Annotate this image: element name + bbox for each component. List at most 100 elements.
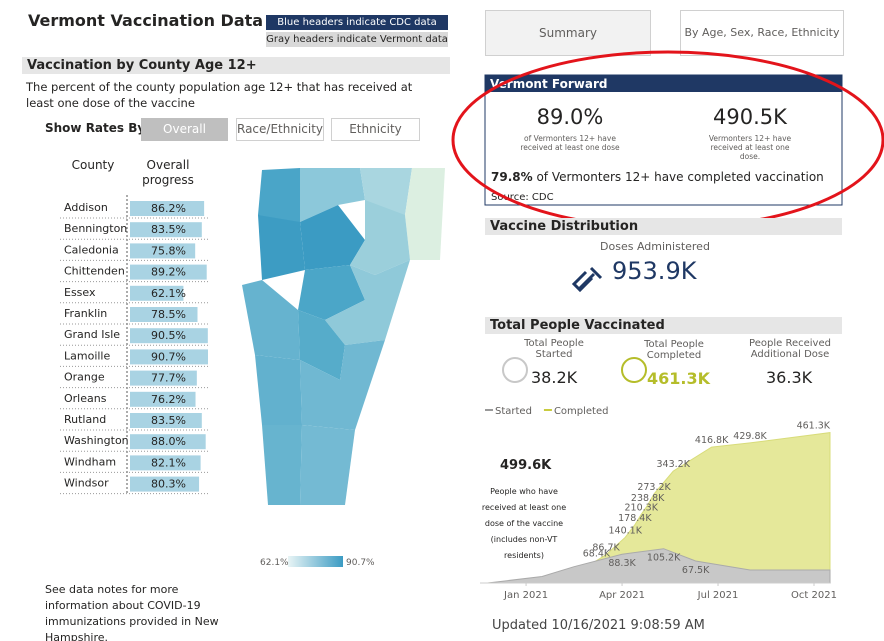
progress-bar: [130, 285, 184, 301]
card-label: People Received Additional Dose: [749, 338, 831, 360]
card-value: 38.2K: [531, 368, 578, 387]
people-icon: [621, 357, 647, 383]
card-value: 461.3K: [647, 369, 711, 388]
section-header: Vaccine Distribution: [485, 218, 842, 235]
map-region: [325, 260, 410, 345]
data-label: 178.4K: [618, 513, 652, 524]
page-title: Vermont Vaccination Data: [28, 11, 264, 30]
data-label: 429.8K: [733, 431, 767, 442]
progress-label: 78.5%: [151, 308, 186, 321]
county-name: Windham: [64, 455, 116, 468]
vf-completed-text: of Vermonters 12+ have completed vaccina…: [536, 170, 823, 184]
data-label: 67.5K: [682, 565, 710, 576]
progress-label: 76.2%: [151, 393, 186, 406]
data-label: 105.2K: [647, 553, 681, 564]
county-name: Addison: [64, 201, 108, 214]
map-region: [262, 425, 302, 505]
x-tick-label: Apr 2021: [599, 590, 645, 601]
people-icon: [502, 357, 528, 383]
progress-bar: [130, 222, 202, 238]
vf-stat: 89.0%: [537, 105, 604, 129]
map-region: [258, 168, 300, 230]
filter-button[interactable]: Overall: [141, 118, 228, 141]
map-region: [300, 425, 355, 505]
progress-bar: [130, 391, 196, 407]
data-label: 210.3K: [625, 502, 659, 513]
county-name: Rutland: [64, 413, 106, 426]
vf-caption: of Vermonters 12+ have received at least…: [520, 134, 620, 152]
progress-label: 83.5%: [151, 414, 186, 427]
data-label: 461.3K: [797, 421, 831, 432]
county-map: [242, 168, 445, 505]
map-region: [258, 215, 305, 280]
card-label: Total People Started: [524, 338, 584, 360]
filter-button[interactable]: Ethnicity: [331, 118, 420, 141]
annotation-value: 499.6K: [500, 458, 552, 473]
progress-label: 88.0%: [151, 435, 186, 448]
progress-label: 90.5%: [151, 329, 186, 342]
data-label: 238.8K: [631, 493, 665, 504]
tab[interactable]: Summary: [485, 10, 651, 56]
card-label: Total People Completed: [644, 339, 704, 361]
progress-label: 86.2%: [151, 202, 186, 215]
county-name: Windsor: [64, 477, 109, 490]
area: [487, 548, 831, 584]
county-name: Grand Isle: [64, 328, 120, 341]
data-label: 416.8K: [695, 435, 729, 446]
county-name: Bennington: [64, 222, 127, 235]
show-rates-label: Show Rates By:: [45, 121, 150, 135]
county-name: Essex: [64, 286, 96, 299]
doses-label: Doses Administered: [600, 240, 710, 253]
progress-bar: [130, 476, 200, 492]
progress-label: 77.7%: [151, 372, 186, 385]
annotation-text: People who have received at least one do…: [481, 487, 567, 560]
map-region: [350, 200, 410, 275]
data-label: 86.7K: [592, 543, 620, 554]
county-name: Caledonia: [64, 243, 119, 256]
progress-bar: [130, 413, 202, 428]
legend-label: Started: [495, 406, 532, 417]
county-name: Washington: [64, 434, 129, 447]
progress-bar: [130, 243, 196, 259]
county-name: Franklin: [64, 307, 107, 320]
notes: See data notes for more information abou…: [45, 583, 219, 641]
progress-label: 62.1%: [151, 287, 186, 300]
county-name: Orange: [64, 371, 105, 384]
syringe-icon: [571, 266, 603, 293]
map-region: [405, 168, 445, 260]
filter-button[interactable]: Race/Ethnicity: [236, 118, 324, 141]
legend-label: Completed: [554, 406, 609, 417]
map-legend-min: 62.1%: [260, 558, 289, 568]
updated: Updated 10/16/2021 9:08:59 AM: [492, 618, 705, 633]
map-region: [242, 280, 300, 360]
data-label: 68.4K: [583, 549, 611, 560]
progress-label: 75.8%: [151, 244, 186, 257]
doses-value: 953.9K: [612, 257, 697, 285]
map-region: [300, 205, 365, 270]
x-tick-label: Oct 2021: [791, 590, 837, 601]
tab[interactable]: By Age, Sex, Race, Ethnicity: [680, 10, 844, 56]
map-region: [300, 340, 385, 430]
column-header: Overall progress: [142, 158, 194, 187]
county-name: Lamoille: [64, 349, 110, 362]
progress-label: 90.7%: [151, 350, 186, 363]
vf-source: Source: CDC: [491, 192, 554, 203]
column-header: County: [71, 158, 115, 172]
map-region: [255, 355, 302, 425]
progress-bar: [130, 328, 208, 344]
progress-label: 80.3%: [151, 478, 186, 491]
progress-bar: [130, 455, 201, 471]
vf-box: [484, 74, 843, 206]
data-label: 273.2K: [637, 482, 671, 493]
progress-bar: [130, 307, 198, 322]
progress-bar: [130, 201, 205, 216]
vf-title: Vermont Forward: [490, 77, 607, 91]
x-tick-label: Jul 2021: [697, 590, 739, 601]
data-label: 88.3K: [608, 558, 636, 569]
vf-stat: 490.5K: [713, 105, 788, 129]
map-region: [300, 168, 365, 222]
vf-caption: Vermonters 12+ have received at least on…: [708, 134, 792, 161]
